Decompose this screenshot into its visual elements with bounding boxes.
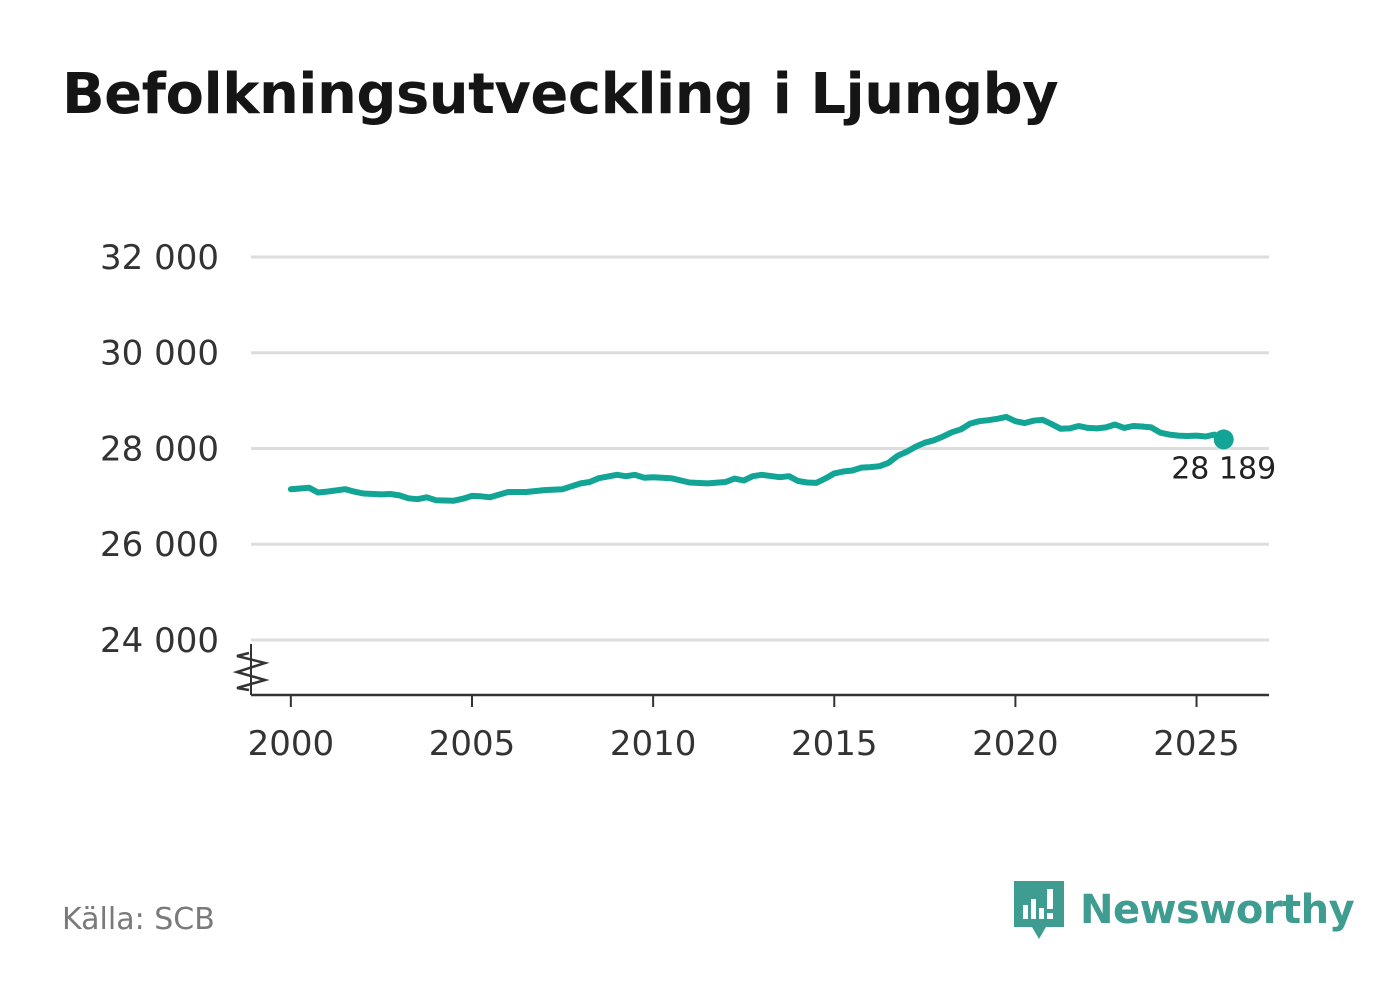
x-tick-label: 2005 [429, 724, 516, 764]
x-tick-label: 2010 [610, 724, 697, 764]
source-note: Källa: SCB [62, 902, 215, 937]
x-tick-label: 2000 [248, 724, 335, 764]
newsworthy-logo-icon [1014, 881, 1064, 939]
end-value-label: 28 189 [1171, 451, 1276, 486]
gridlines [251, 255, 1269, 642]
chart-title: Befolkningsutveckling i Ljungby [62, 62, 1059, 127]
y-axis-tick-labels: 24 000 26 000 28 000 30 000 32 000 [100, 238, 219, 661]
series-layer [287, 413, 1234, 504]
y-tick-label: 28 000 [100, 429, 219, 469]
axes [232, 643, 1269, 707]
y-tick-label: 26 000 [100, 525, 219, 565]
x-axis-tick-labels: 2000 2005 2010 2015 2020 2025 [248, 724, 1240, 764]
brand-name: Newsworthy [1080, 887, 1355, 933]
y-tick-label: 30 000 [100, 334, 219, 374]
series-line [287, 413, 1227, 504]
x-tick-label: 2020 [972, 724, 1059, 764]
axis-break-icon [232, 651, 270, 692]
x-tick-label: 2025 [1153, 724, 1240, 764]
end-point-marker [1213, 429, 1234, 450]
annotation-layer: 28 189 [1171, 451, 1276, 486]
brand-logo: Newsworthy [1012, 878, 1355, 942]
x-tick-label: 2015 [791, 724, 878, 764]
y-tick-label: 32 000 [100, 238, 219, 278]
y-tick-label: 24 000 [100, 621, 219, 661]
